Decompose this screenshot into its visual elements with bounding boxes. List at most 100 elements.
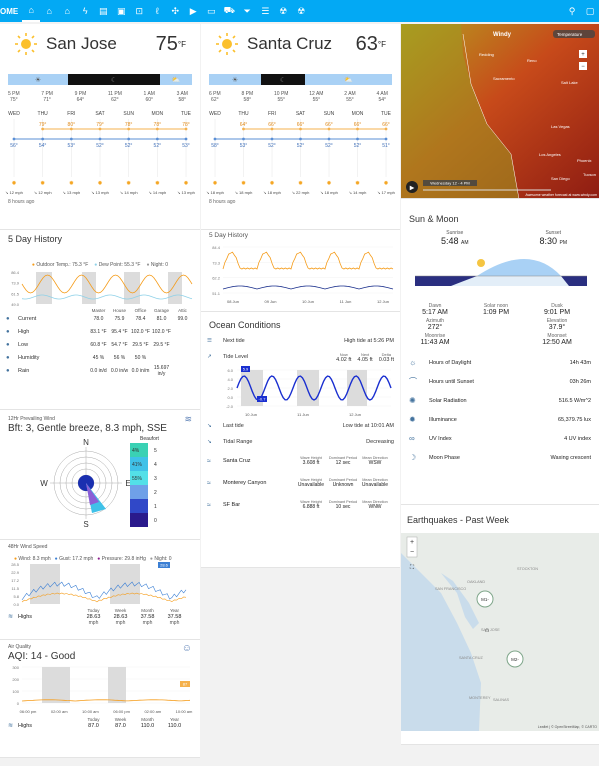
cell-value: 60.8 °F — [90, 341, 107, 348]
high-point — [98, 127, 102, 131]
day-arc — [477, 259, 561, 276]
bay-area — [441, 573, 479, 629]
search-icon[interactable]: ⚲ — [568, 5, 576, 16]
fullscreen-icon[interactable]: ⛶ — [410, 564, 415, 571]
wave-value: Unavailable — [361, 482, 389, 488]
wave-value: WNW — [368, 504, 382, 510]
temp-unit: °F — [377, 39, 386, 49]
night-band — [347, 370, 367, 406]
zoom-button[interactable] — [579, 50, 587, 58]
wind-label: ↘ 18 mph — [320, 190, 338, 195]
windy-logo: Windy — [493, 32, 512, 38]
history-chart: 86.4 73.9 61.5 49.0 — [11, 270, 193, 307]
date-label-bg — [423, 180, 477, 186]
tide-low-value: -0.7 — [259, 397, 267, 402]
tab-house2[interactable]: ⌂ — [64, 6, 70, 16]
hour-item: 1 AM 60° — [143, 91, 155, 103]
tab-tv[interactable]: ▶ — [189, 5, 197, 16]
windy-map[interactable]: Windy Temperature + − Redding Reno Sacramento S… — [401, 24, 599, 199]
play-button[interactable] — [406, 181, 418, 193]
tab-chart[interactable]: ▤ — [98, 5, 108, 16]
sun-row: ✹ Illuminance 65,379.75 lux — [401, 410, 599, 429]
x-tick: 02:00 am — [51, 709, 68, 714]
aqi-value: AQI: 14 - Good — [8, 651, 76, 662]
x-tick: 06:00 pm — [113, 709, 130, 714]
low-label: 52° — [325, 143, 333, 149]
column-header: Garage — [153, 308, 169, 313]
santacruz-weather-card: Santa Cruz 63 °F ☀ ☾ ⛅ 6 PM 62° 8 PM 58° 10 P… — [201, 24, 400, 230]
beaufort-swatch — [130, 471, 148, 485]
tide-curve — [236, 375, 392, 401]
highs-column: Year — [169, 608, 180, 613]
sun-small-icon: ✹ — [97, 180, 102, 187]
tab-flash[interactable]: ϟ — [82, 6, 88, 16]
day-label: TUE — [381, 111, 392, 117]
earthquake-title: Earthquakes - Past Week — [407, 515, 509, 525]
sun-row: ☼ Hours of Daylight 14h 43m — [401, 353, 599, 372]
tab-thermo[interactable]: ℓ — [155, 6, 159, 16]
highs-value: 87.0 — [88, 722, 99, 729]
temp-layer-button[interactable] — [553, 30, 595, 38]
sun-small-icon: ✹ — [11, 180, 16, 187]
quake-marker[interactable] — [506, 650, 524, 668]
empty-cell — [468, 318, 524, 331]
zoom-out-icon[interactable]: − — [581, 64, 585, 70]
city-name: San Jose — [46, 34, 117, 53]
tab-camera[interactable]: ▭ — [206, 5, 216, 16]
sunny-icon — [15, 33, 37, 55]
tab-fan[interactable]: ✣ — [171, 5, 179, 16]
highs-value: 37.58 — [140, 613, 155, 620]
wave-value: WSW — [368, 460, 382, 466]
history-title: 5 Day History — [8, 234, 63, 244]
home-label[interactable]: OME — [0, 6, 19, 16]
wave-icon: ≈ — [207, 501, 211, 509]
place-label: San Diego — [551, 176, 570, 181]
buoy-name: SF Bar — [223, 502, 241, 508]
wind-label: ↘ 14 mph — [349, 190, 367, 195]
zoom-in-icon[interactable]: + — [581, 52, 585, 58]
tab-radiation[interactable]: ☢ — [279, 5, 288, 16]
tab-image[interactable]: ▣ — [116, 5, 126, 16]
tab-server[interactable]: ☰ — [261, 5, 270, 16]
high-point — [184, 127, 188, 131]
tide-values: Now 4.02 ft Next 4.05 ft Delta 0.03 ft — [336, 352, 394, 363]
wind-label: ↘ 13 mph — [177, 190, 195, 195]
tab-radiation2[interactable]: ☢ — [297, 5, 306, 16]
wave-icon: ≈ — [207, 479, 211, 487]
tab-filter[interactable]: ⏷ — [243, 5, 251, 16]
dusk-value: 9:01 PM — [543, 309, 571, 316]
zoom-button[interactable] — [579, 62, 587, 70]
low-point — [299, 137, 302, 141]
quake-marker[interactable] — [476, 590, 494, 608]
wind-label: ↘ 22 mph — [292, 190, 310, 195]
zoom-out-icon[interactable]: − — [410, 549, 414, 556]
tab-house[interactable]: ⌂ — [46, 6, 52, 16]
zoom-control[interactable] — [406, 536, 418, 558]
zoom-in-icon[interactable]: + — [410, 539, 414, 546]
beaufort-swatch — [130, 485, 148, 499]
empty-cell — [468, 333, 524, 346]
wind-label: ↘ 17 mph — [377, 190, 395, 195]
high-label: 78° — [154, 122, 162, 128]
high-point — [270, 127, 274, 131]
high-point — [299, 127, 302, 131]
ocean-title: Ocean Conditions — [209, 320, 281, 330]
column-header: Office — [134, 308, 147, 313]
wave-col-label: Dominant Period — [328, 500, 358, 504]
hour-item: 11 PM 62° — [107, 91, 122, 103]
y-tick: 5.8 — [13, 594, 19, 599]
sun-small-icon: ✹ — [212, 180, 217, 187]
tab-home[interactable]: ⌂ — [22, 0, 41, 22]
tab-sensor[interactable]: ⊡ — [135, 5, 143, 16]
sun-small-icon: ✹ — [69, 180, 74, 187]
tab-car[interactable]: ⛟ — [223, 5, 235, 15]
last-tide-row: ↘ Last tide Low tide at 10:01 AM — [201, 418, 400, 434]
tide-low-badge — [257, 396, 267, 402]
sun-row-label: UV Index — [429, 435, 452, 442]
sun-row-label: Illuminance — [429, 416, 457, 423]
day-label: MON — [352, 111, 364, 117]
chat-icon[interactable]: ▢ — [585, 5, 595, 16]
day-label: THU — [38, 111, 49, 117]
legend-night2: ● Night: 0 — [149, 556, 172, 562]
